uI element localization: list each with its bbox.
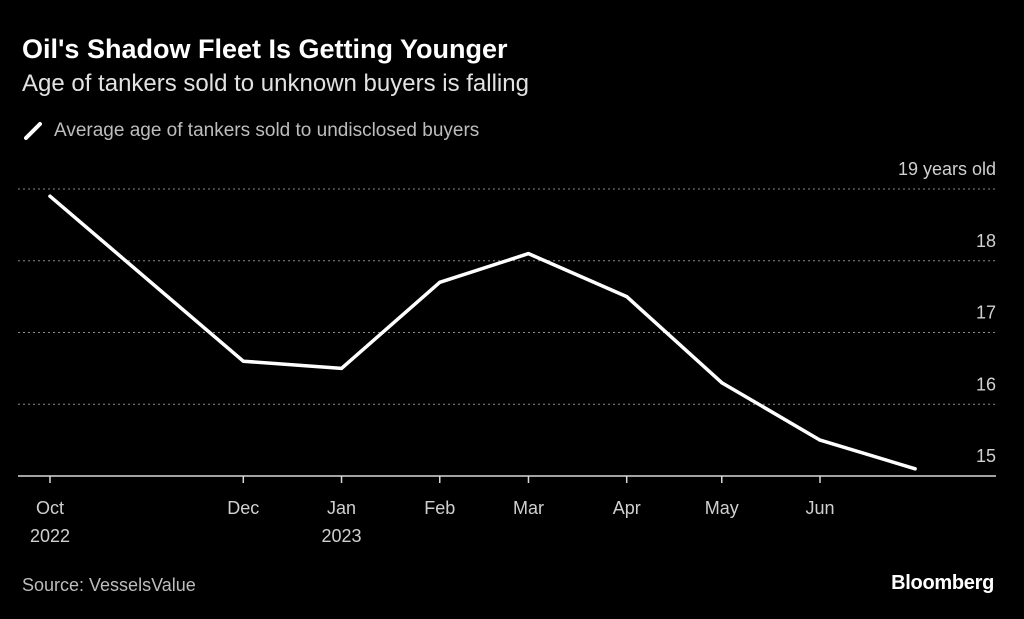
x-tick-label: May [705, 498, 739, 518]
chart-title: Oil's Shadow Fleet Is Getting Younger [22, 34, 508, 64]
x-tick-sublabel: 2022 [30, 526, 70, 546]
data-point [526, 251, 531, 256]
y-tick-label: 18 [976, 231, 996, 251]
y-tick-label: 16 [976, 374, 996, 394]
source-note: Source: VesselsValue [22, 575, 196, 595]
legend-label: Average age of tankers sold to undisclos… [54, 120, 480, 141]
data-point [241, 359, 245, 363]
x-tick-label: Jan [327, 498, 356, 518]
y-tick-label: 19 years old [898, 159, 996, 179]
data-point [720, 381, 724, 385]
data-point [913, 467, 917, 471]
data-point [438, 280, 442, 284]
y-tick-label: 17 [976, 303, 996, 323]
legend: Average age of tankers sold to undisclos… [24, 120, 479, 142]
data-point [48, 194, 52, 198]
x-tick-label: Apr [613, 498, 641, 518]
x-tick-sublabel: 2023 [321, 526, 361, 546]
x-tick-label: Feb [424, 498, 455, 518]
x-tick-label: Jun [805, 498, 834, 518]
x-tick-label: Oct [36, 498, 64, 518]
data-point [818, 438, 822, 442]
bloomberg-logo: Bloomberg [891, 572, 994, 594]
y-tick-label: 15 [976, 446, 996, 466]
legend-line-swatch [24, 122, 42, 140]
data-point [339, 366, 344, 370]
chart-subtitle: Age of tankers sold to unknown buyers is… [22, 70, 529, 97]
data-point [625, 295, 629, 299]
x-tick-label: Mar [513, 498, 544, 518]
x-tick-label: Dec [227, 498, 259, 518]
